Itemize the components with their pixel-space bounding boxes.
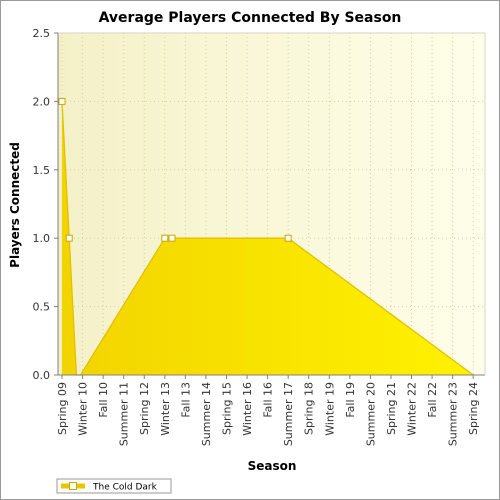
data-point: [58, 97, 66, 105]
y-axis-label: Players Connected: [8, 142, 22, 268]
x-tick-label: Spring 24: [467, 382, 480, 435]
legend-marker: [69, 482, 77, 490]
x-axis-label: Season: [248, 459, 297, 473]
x-tick-label: Winter 16: [241, 382, 254, 436]
x-tick-label: Spring 12: [138, 382, 151, 435]
x-tick-label: Summer 23: [447, 382, 460, 446]
legend: The Cold Dark: [56, 478, 172, 494]
x-tick-label: Spring 21: [385, 382, 398, 435]
axes: [54, 32, 486, 379]
x-tick-label: Spring 18: [303, 382, 316, 435]
x-tick-label: Fall 22: [426, 382, 439, 418]
y-tick-label: 1.5: [33, 164, 51, 177]
chart-title: Average Players Connected By Season: [99, 10, 402, 26]
x-tick-label: Winter 10: [77, 382, 90, 436]
legend-box: [56, 478, 172, 494]
x-tick-label: Spring 09: [56, 382, 69, 435]
data-point: [161, 234, 169, 242]
x-tick-label: Fall 13: [179, 382, 192, 418]
x-tick-label: Spring 15: [220, 382, 233, 435]
y-tick-labels: 0.0 0.5 1.0 1.5 2.0 2.5: [33, 27, 51, 382]
data-point: [65, 234, 73, 242]
series-layer: [58, 97, 474, 376]
data-point: [168, 234, 176, 242]
y-tick-label: 2.0: [33, 95, 51, 108]
x-tick-label: Summer 11: [118, 382, 131, 446]
x-tick-label: Summer 20: [364, 382, 377, 446]
x-tick-label: Winter 19: [323, 382, 336, 436]
x-tick-label: Fall 16: [262, 382, 275, 418]
y-tick-label: 1.0: [33, 232, 51, 245]
x-tick-label: Summer 17: [282, 382, 295, 446]
x-tick-label: Fall 10: [97, 382, 110, 418]
legend-label: The Cold Dark: [92, 483, 158, 493]
x-tick-label: Winter 22: [406, 382, 419, 436]
x-tick-labels: Spring 09 Winter 10 Fall 10 Summer 11 Spring…: [56, 382, 480, 446]
data-point: [284, 234, 292, 242]
y-tick-label: 2.5: [33, 27, 51, 40]
y-tick-label: 0.5: [33, 301, 51, 314]
y-tick-label: 0.0: [33, 369, 51, 382]
x-tick-label: Winter 13: [159, 382, 172, 436]
x-tick-label: Summer 14: [200, 382, 213, 446]
series-line-0: [61, 101, 474, 376]
x-tick-label: Fall 19: [344, 382, 357, 418]
